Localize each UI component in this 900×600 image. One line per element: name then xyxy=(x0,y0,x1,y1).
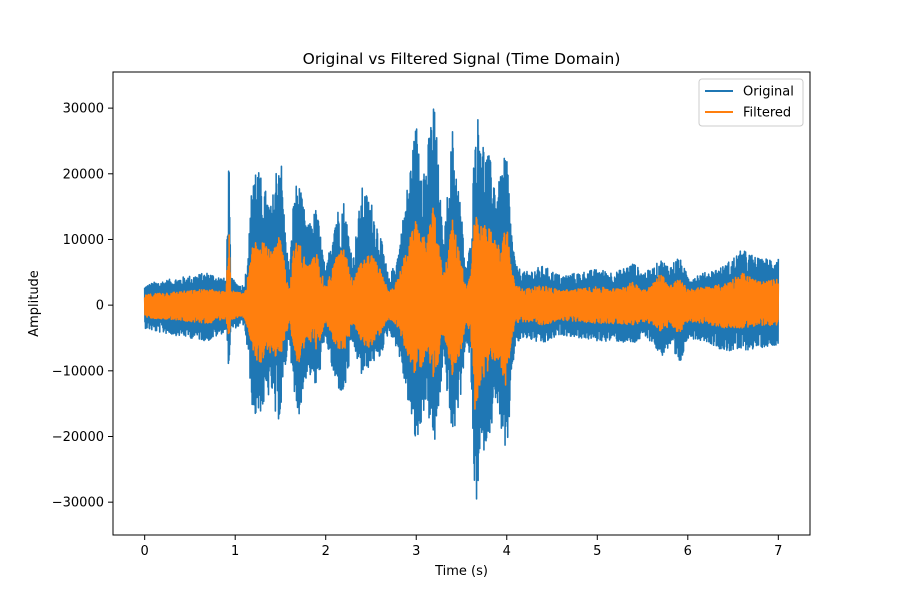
x-tick-label: 6 xyxy=(684,544,692,559)
x-tick-label: 1 xyxy=(231,544,239,559)
y-axis-label: Amplitude xyxy=(27,270,42,337)
x-tick-label: 5 xyxy=(593,544,601,559)
plot-area xyxy=(143,108,780,500)
legend: Original Filtered xyxy=(698,78,804,127)
x-tick-label: 3 xyxy=(412,544,420,559)
y-tick-label: −10000 xyxy=(52,364,104,379)
x-tick-label: 7 xyxy=(774,544,782,559)
x-tick-label: 2 xyxy=(322,544,330,559)
y-tick-label: 10000 xyxy=(63,233,104,248)
y-tick-label: 20000 xyxy=(63,167,104,182)
x-tick-label: 0 xyxy=(141,544,149,559)
axes-frame xyxy=(112,71,811,536)
y-tick-label: −30000 xyxy=(52,496,104,511)
y-tick-label: −20000 xyxy=(52,430,104,445)
series-line-filtered xyxy=(143,207,780,410)
y-tick-label: 0 xyxy=(96,299,104,314)
legend-label-original: Original xyxy=(743,85,794,100)
series-line-original xyxy=(143,108,780,500)
chart-title: Original vs Filtered Signal (Time Domain… xyxy=(303,50,621,68)
legend-label-filtered: Filtered xyxy=(743,106,791,121)
y-axis: −30000 −20000 −10000 0 10000 20000 30000 xyxy=(52,102,113,511)
y-tick-label: 30000 xyxy=(63,102,104,117)
x-tick-label: 4 xyxy=(503,544,511,559)
x-axis: 0 1 2 3 4 5 6 7 xyxy=(141,535,782,559)
x-axis-label: Time (s) xyxy=(434,564,488,579)
